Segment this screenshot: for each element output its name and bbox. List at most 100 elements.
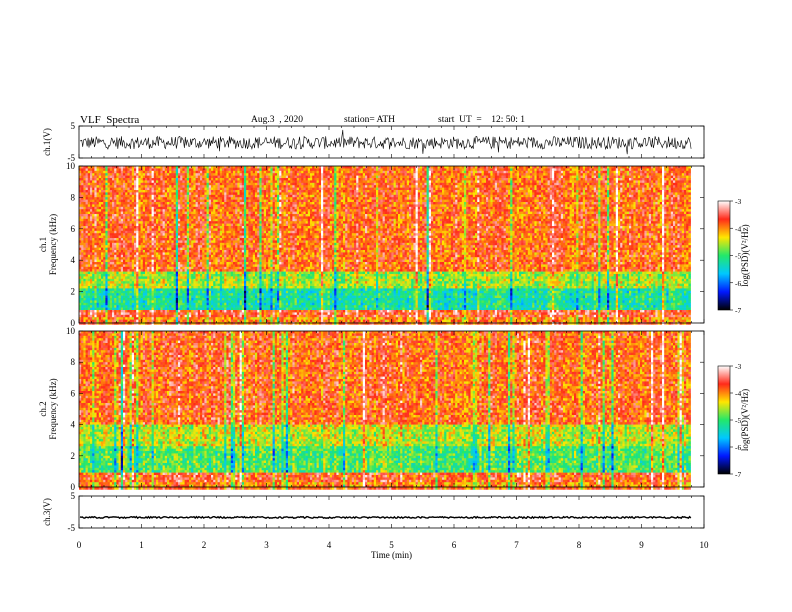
ch1-spectrogram-cell (156, 303, 159, 306)
ch1-spectrogram-cell (182, 243, 185, 246)
ch1-spectrogram-cell (112, 202, 115, 205)
ch1-spectrogram-cell (123, 195, 126, 198)
ch1-spectrogram-cell (127, 248, 129, 251)
ch1-spectrogram-cell (94, 219, 97, 222)
ch1-spectrogram-cell (145, 279, 148, 282)
ch1-spectrogram-cell (99, 298, 102, 301)
ch1-spectrogram-cell (94, 166, 97, 169)
ch1-spectrogram-cell (147, 183, 150, 186)
ch1-spectrogram-cell (204, 262, 207, 265)
ch1-spectrogram-cell (94, 231, 97, 234)
ch1-spectrogram-cell (182, 255, 185, 258)
ch1-spectrogram-cell (97, 224, 100, 227)
ch1-spectrogram-cell (158, 207, 161, 210)
ch1-spectrogram-cell (86, 279, 89, 282)
ch1-spectrogram-cell (114, 267, 117, 270)
ch1-spectrogram-cell (136, 269, 139, 272)
ch1-spectrogram-cell (178, 315, 181, 318)
ch1-spectrogram-cell (189, 238, 192, 241)
ch1-spectrogram-cell (136, 305, 139, 308)
ch1-spectrogram-cell (182, 178, 185, 181)
ch1-spectrogram-cell (160, 305, 163, 308)
ch1-spectrogram-cell (156, 250, 159, 253)
ch1-spectrogram-cell (101, 240, 104, 243)
ch1-spectrogram-cell (127, 269, 129, 272)
ch1-spectrogram-cell (145, 317, 148, 320)
ch1-spectrogram-cell (90, 288, 93, 291)
ch1-spectrogram-cell (185, 286, 188, 289)
ch1-spectrogram-cell (174, 274, 177, 277)
ch1-spectrogram-cell (105, 166, 108, 169)
ch1-spectrogram-cell (176, 195, 179, 198)
ch1-spectrogram-cell (158, 284, 161, 287)
ch1-spectrogram-cell (154, 216, 157, 219)
ch1-spectrogram-cell (143, 224, 146, 227)
ch1-spectrogram-cell (143, 200, 146, 203)
ch1-spectrogram-cell (81, 219, 84, 222)
ch1-spectrogram-cell (149, 224, 152, 227)
ch1-spectrogram-cell (171, 296, 174, 299)
ch1-spectrogram-cell (187, 238, 190, 241)
ch1-spectrogram-cell (86, 260, 89, 263)
ch1-spectrogram-cell (185, 252, 188, 255)
ch1-spectrogram-cell (204, 320, 207, 323)
ch1-spectrogram-cell (119, 168, 122, 171)
ch1-spectrogram-cell (130, 221, 133, 224)
ch1-spectrogram-cell (134, 262, 137, 265)
ch1-spectrogram-cell (94, 274, 97, 277)
ch1-spectrogram-cell (156, 238, 159, 241)
ch1-spectrogram-cell (105, 188, 108, 191)
ch1-spectrogram-cell (174, 255, 177, 258)
ch1-spectrogram-cell (121, 197, 124, 200)
ch1-spectrogram-cell (125, 188, 128, 191)
ch1-spectrogram-cell (116, 204, 119, 207)
ch1-spectrogram-cell (204, 245, 207, 248)
ch1-spectrogram-cell (178, 209, 181, 212)
ch1-spectrogram-cell (138, 250, 141, 253)
ch1-spectrogram-cell (127, 296, 129, 299)
ch1-spectrogram-cell (103, 269, 106, 272)
ch1-spectrogram-cell (94, 238, 97, 241)
ch1-spectrogram-cell (171, 312, 174, 315)
ch1-spectrogram-cell (171, 226, 174, 229)
ch1-spectrogram-cell (101, 288, 104, 291)
ch1-spectrogram-cell (101, 312, 104, 315)
ch1-spectrogram-cell (81, 212, 84, 215)
ch1-spectrogram-cell (189, 320, 192, 323)
ch1-spectrogram-cell (207, 291, 210, 294)
ch1-spectrogram-cell (103, 176, 106, 179)
ch1-spectrogram-cell (165, 300, 168, 303)
ch1-spectrogram-cell (163, 260, 166, 263)
ch1-spectrogram-cell (97, 267, 100, 270)
ch1-spectrogram-cell (198, 291, 201, 294)
ch1-spectrogram-cell (178, 238, 181, 241)
ch1-spectrogram-cell (119, 180, 122, 183)
ch1-spectrogram-cell (141, 269, 144, 272)
ch1-spectrogram-cell (152, 171, 155, 174)
ch1-spectrogram-cell (90, 178, 93, 181)
ch1-spectrogram-cell (119, 272, 122, 275)
ch1-spectrogram-cell (138, 178, 141, 181)
ch1-spectrogram-cell (200, 240, 203, 243)
ch1-spectrogram-cell (191, 315, 194, 318)
ch1-spectrogram-cell (189, 183, 192, 186)
ch1-spectrogram-cell (127, 272, 129, 275)
ch1-spectrogram-cell (176, 185, 179, 188)
ch1-spectrogram-cell (116, 312, 119, 315)
ch1-spectrogram-cell (189, 274, 192, 277)
ch1-spectrogram-cell (196, 300, 199, 303)
ch1-spectrogram-cell (130, 212, 133, 215)
ch1-spectrogram-cell (152, 219, 155, 222)
ch1-spectrogram-cell (198, 192, 201, 195)
ch1-spectrogram-cell (114, 231, 117, 234)
ch1-spectrogram-cell (169, 296, 172, 299)
ch1-spectrogram-cell (156, 293, 159, 296)
ch1-spectrogram-cell (119, 224, 122, 227)
ch1-spectrogram-cell (88, 317, 91, 320)
ch1-spectrogram-cell (99, 180, 102, 183)
ch1-spectrogram-cell (99, 260, 102, 263)
ch1-spectrogram-cell (182, 320, 185, 323)
ch1-spectrogram-cell (152, 308, 155, 311)
ch1-spectrogram-cell (152, 260, 155, 263)
ch1-spectrogram-cell (147, 315, 150, 318)
